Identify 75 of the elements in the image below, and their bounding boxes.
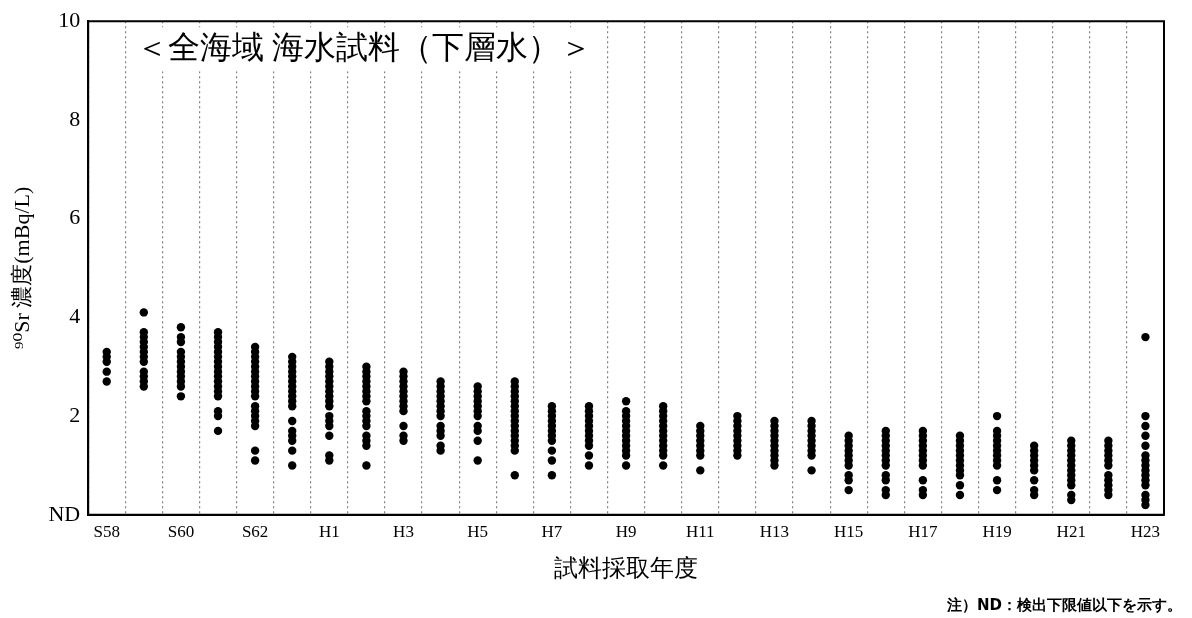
point bbox=[213, 426, 223, 436]
point bbox=[139, 367, 149, 376]
x-tick-label: H7 bbox=[541, 522, 563, 542]
point bbox=[992, 411, 1002, 421]
point bbox=[510, 471, 519, 480]
x-tick-label: S58 bbox=[93, 522, 120, 542]
point bbox=[807, 466, 816, 475]
point bbox=[1141, 421, 1150, 431]
point bbox=[1067, 436, 1076, 445]
point bbox=[473, 456, 482, 465]
point bbox=[1141, 431, 1150, 441]
x-tick-label: S62 bbox=[241, 522, 269, 542]
y-tick-label: 10 bbox=[58, 6, 81, 32]
point bbox=[955, 490, 965, 500]
point bbox=[362, 461, 371, 470]
point bbox=[992, 485, 1002, 495]
point bbox=[918, 476, 928, 485]
point bbox=[696, 466, 705, 475]
x-tick-label: H13 bbox=[759, 522, 790, 542]
point bbox=[547, 456, 557, 465]
point bbox=[1141, 332, 1150, 342]
point bbox=[1029, 441, 1039, 450]
y-tick-label: ND bbox=[48, 500, 81, 526]
point bbox=[955, 480, 965, 490]
point bbox=[288, 416, 297, 426]
point bbox=[399, 421, 408, 431]
x-tick-label: H5 bbox=[467, 522, 489, 542]
point bbox=[547, 471, 557, 480]
point bbox=[102, 367, 111, 376]
x-tick-label: H23 bbox=[1130, 522, 1161, 542]
point bbox=[325, 451, 334, 460]
y-axis-title: ⁹⁰Sr 濃度(mBq/L) bbox=[8, 186, 34, 350]
point bbox=[1141, 411, 1150, 421]
text: 注）ND：検出下限値以下を示す。 bbox=[945, 596, 1182, 615]
point bbox=[473, 436, 482, 445]
point bbox=[325, 357, 334, 366]
point bbox=[288, 461, 297, 470]
point bbox=[621, 397, 631, 406]
y-tick-label: 8 bbox=[69, 105, 81, 131]
x-tick-label: H15 bbox=[834, 522, 864, 542]
x-tick-label: H11 bbox=[685, 522, 715, 542]
x-tick-label: S60 bbox=[167, 522, 195, 542]
point bbox=[102, 377, 111, 386]
point bbox=[584, 451, 594, 460]
point bbox=[658, 461, 668, 470]
y-tick-label: 2 bbox=[69, 401, 81, 427]
point bbox=[1104, 436, 1113, 445]
y-tick-label: 6 bbox=[69, 204, 81, 230]
point bbox=[584, 461, 594, 470]
point bbox=[436, 441, 445, 450]
x-tick-label: H17 bbox=[908, 522, 938, 542]
point bbox=[250, 456, 260, 465]
point bbox=[176, 392, 186, 401]
point bbox=[288, 446, 297, 455]
point bbox=[621, 461, 631, 470]
x-tick-label: H1 bbox=[318, 522, 340, 542]
point bbox=[362, 362, 371, 371]
point bbox=[510, 377, 519, 386]
point bbox=[547, 446, 557, 455]
point bbox=[176, 323, 186, 332]
point bbox=[473, 382, 482, 391]
point bbox=[844, 485, 853, 495]
point bbox=[325, 431, 334, 441]
x-tick-label: H9 bbox=[615, 522, 637, 542]
chart-title: ＜全海域 海水試料（下層水）＞ bbox=[136, 28, 593, 65]
x-tick-label: H3 bbox=[393, 522, 414, 542]
point bbox=[250, 446, 260, 455]
point bbox=[992, 476, 1002, 485]
point bbox=[139, 308, 149, 317]
x-tick-label: H21 bbox=[1056, 522, 1086, 542]
x-axis-title: 試料採取年度 bbox=[554, 554, 699, 581]
point bbox=[1029, 476, 1039, 485]
point bbox=[1141, 441, 1150, 450]
x-tick-label: H19 bbox=[982, 522, 1012, 542]
y-tick-label: 4 bbox=[69, 303, 81, 329]
